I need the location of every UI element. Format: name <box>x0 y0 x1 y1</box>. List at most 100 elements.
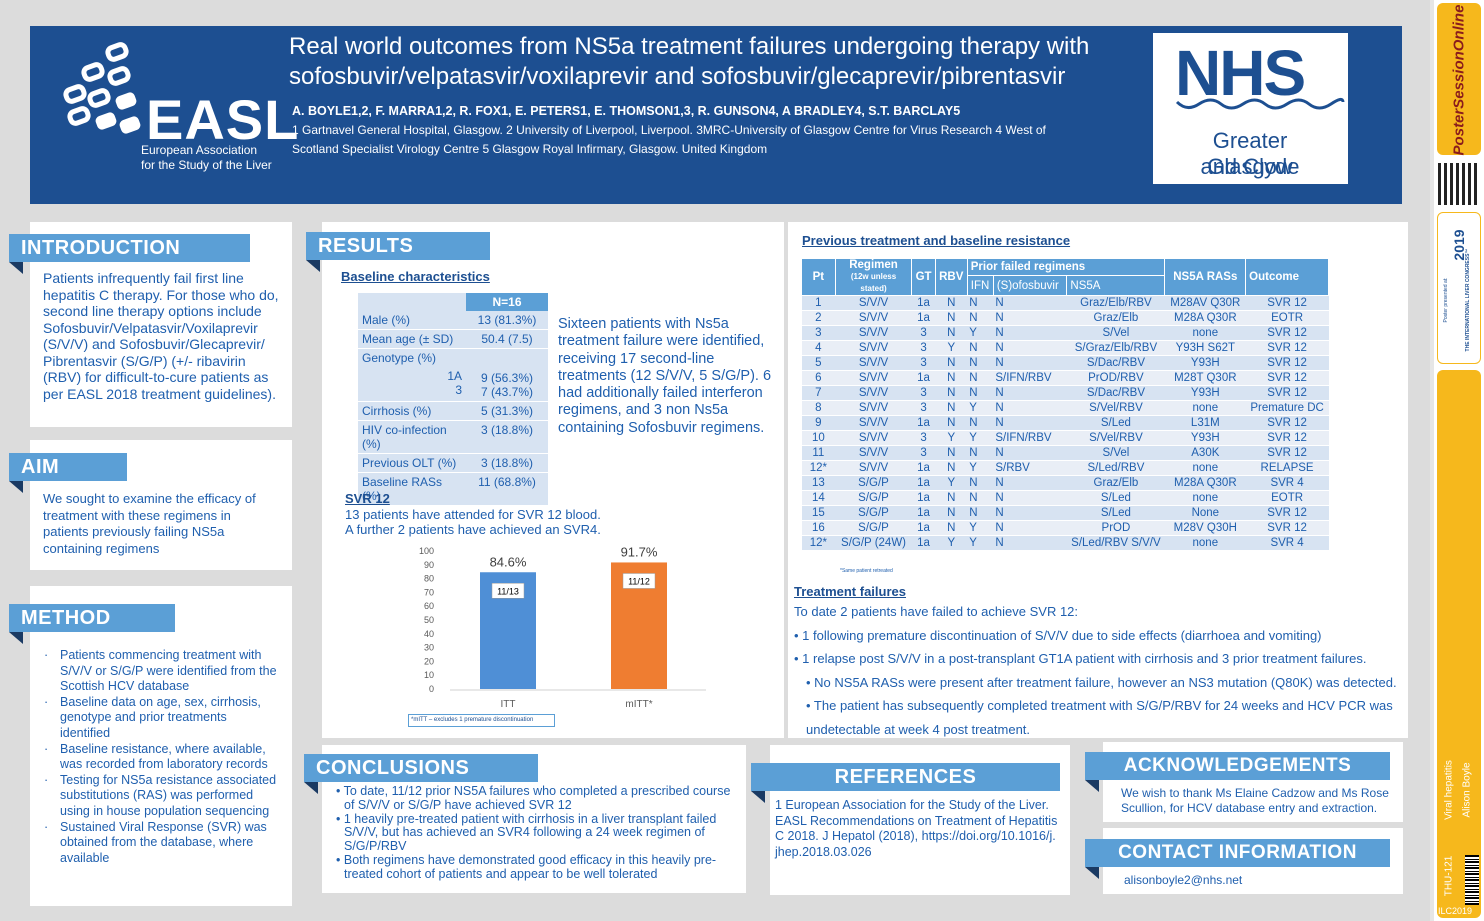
chart-y-axis: 0 10 20 30 40 50 60 70 80 90 100 <box>419 546 706 694</box>
method-item: Baseline data on age, sex, cirrhosis, ge… <box>44 695 280 742</box>
baseline-heading: Baseline characteristics <box>341 269 490 284</box>
cell-outcome: SVR 12 <box>1245 445 1329 461</box>
baseline-genotype-cell: Genotype (%) 1A 3 <box>358 348 466 402</box>
table-row: 2 S/V/V 1a N N N Graz/Elb M28A Q30R EOTR <box>801 310 1329 326</box>
cell-sof: S/IFN/RBV <box>993 370 1067 386</box>
cell-regimen: S/V/V <box>835 370 912 386</box>
y-tick-label: 0 <box>429 684 434 694</box>
cell-sof: N <box>993 295 1067 311</box>
cell-regimen: S/V/V <box>835 325 912 341</box>
table-row: Mean age (± SD) 50.4 (7.5) <box>358 329 548 349</box>
brand-text: PosterSessionOnline <box>1450 4 1468 156</box>
baseline-value: 3 (18.8%) <box>466 453 548 473</box>
cell-sof: N <box>993 475 1067 491</box>
cell-regimen: S/V/V <box>835 340 912 356</box>
svr12-line2: A further 2 patients have achieved an SV… <box>345 522 601 537</box>
ilc-code: ILC2019 <box>1438 906 1473 916</box>
conclusion-item: • To date, 11/12 prior NS5A failures who… <box>336 784 731 812</box>
baseline-header-n: N=16 <box>466 293 548 311</box>
cell-ns5a: Graz/Elb <box>1066 310 1165 326</box>
affiliations-line1: 1 Gartnavel General Hospital, Glasgow. 2… <box>292 123 1046 137</box>
col-gt: GT <box>911 258 936 296</box>
baseline-label: Cirrhosis (%) <box>358 401 466 421</box>
baseline-genotype-sub: 1A <box>447 369 462 383</box>
cell-outcome: SVR 12 <box>1245 385 1329 401</box>
baseline-label: HIV co-infection (%) <box>358 420 466 454</box>
cell-pt: 2 <box>801 310 836 326</box>
cell-ifn: Y <box>967 520 994 536</box>
cell-gt: 1a <box>911 490 936 506</box>
cell-ras: none <box>1164 490 1246 506</box>
cell-sof: N <box>993 385 1067 401</box>
method-item: Baseline resistance, where available, wa… <box>44 742 280 773</box>
congress-year: 2019 <box>1451 229 1467 261</box>
cell-outcome: SVR 4 <box>1245 475 1329 491</box>
cell-pt: 1 <box>801 295 836 311</box>
cell-ras: Y93H <box>1164 385 1246 401</box>
introduction-title: INTRODUCTION <box>9 234 250 262</box>
cell-sof: N <box>993 490 1067 506</box>
acknowledgements-title-fold <box>1085 780 1099 792</box>
y-tick-label: 70 <box>424 587 434 597</box>
cell-pt: 4 <box>801 340 836 356</box>
treatment-failures-heading: Treatment failures <box>794 584 906 599</box>
cell-regimen: S/G/P <box>835 490 912 506</box>
cell-pt: 15 <box>801 505 836 521</box>
authors: A. BOYLE1,2, F. MARRA1,2, R. FOX1, E. PE… <box>292 104 961 118</box>
table-row: 8 S/V/V 3 N Y N S/Vel/RBV none Premature DC <box>801 400 1329 416</box>
cell-ns5a: S/Vel <box>1066 445 1165 461</box>
cell-regimen: S/V/V <box>835 430 912 446</box>
table-row: 12* S/G/P (24W) 1a Y Y N S/Led/RBV S/V/V none SV… <box>801 535 1329 551</box>
cell-sof: N <box>993 310 1067 326</box>
cell-rbv: N <box>935 385 968 401</box>
col-regimen-label: Regimen <box>849 259 898 271</box>
cell-ras: M28A Q30R <box>1164 310 1246 326</box>
qr-code-icon[interactable] <box>1438 163 1480 205</box>
treatment-failures-line: • 1 following premature discontinuation … <box>794 628 1322 643</box>
cell-regimen: S/V/V <box>835 310 912 326</box>
baseline-label: Mean age (± SD) <box>358 329 466 349</box>
cell-rbv: Y <box>935 535 968 551</box>
cell-regimen: S/G/P <box>835 505 912 521</box>
cell-rbv: N <box>935 490 968 506</box>
cell-pt: 13 <box>801 475 836 491</box>
baseline-value: 5 (31.3%) <box>466 401 548 421</box>
table-row: HIV co-infection (%) 3 (18.8%) <box>358 420 548 454</box>
cell-ns5a: S/Led <box>1066 505 1165 521</box>
cell-rbv: N <box>935 325 968 341</box>
easl-subtitle-line1: European Association <box>141 143 258 157</box>
col-sof: (S)ofosbuvir <box>992 275 1068 296</box>
references-title: REFERENCES <box>751 763 1060 791</box>
cell-ifn: N <box>967 415 994 431</box>
cell-sof: N <box>993 505 1067 521</box>
cell-pt: 11 <box>801 445 836 461</box>
cell-gt: 1a <box>911 295 936 311</box>
cell-ifn: Y <box>967 400 994 416</box>
cell-ifn: N <box>967 445 994 461</box>
baseline-value: 13 (81.3%) <box>466 311 548 330</box>
cell-ns5a: S/Vel/RBV <box>1066 400 1165 416</box>
resistance-footnote: *Same patient retreated <box>840 568 893 574</box>
cell-gt: 1a <box>911 460 936 476</box>
congress-name: THE INTERNATIONAL LIVER CONGRESS™ <box>1465 248 1471 352</box>
y-tick-label: 30 <box>424 643 434 653</box>
cell-ras: none <box>1164 460 1246 476</box>
poster-session-sidebar: PosterSessionOnline Poster presented at:… <box>1434 0 1484 921</box>
cell-rbv: N <box>935 445 968 461</box>
chart-bars: 84.6% 11/13 ITT 91.7% 11/12 mITT* <box>480 545 667 710</box>
contact-email[interactable]: alisonboyle2@nhs.net <box>1124 873 1243 887</box>
cell-pt: 10 <box>801 430 836 446</box>
cell-ns5a: Graz/Elb/RBV <box>1066 295 1165 311</box>
cell-gt: 3 <box>911 385 936 401</box>
cell-gt: 1a <box>911 310 936 326</box>
table-row: 10 S/V/V 3 Y Y S/IFN/RBV S/Vel/RBV Y93H SVR 12 <box>801 430 1329 446</box>
cell-ras: L31M <box>1164 415 1246 431</box>
affiliations-line2: Scotland Specialist Virology Centre 5 Gl… <box>292 142 768 156</box>
bar-value-label: 91.7% <box>621 545 658 559</box>
cell-outcome: SVR 12 <box>1245 430 1329 446</box>
cell-regimen: S/V/V <box>835 415 912 431</box>
conclusions-list: • To date, 11/12 prior NS5A failures who… <box>336 784 732 882</box>
cell-gt: 3 <box>911 355 936 371</box>
cell-pt: 14 <box>801 490 836 506</box>
conclusions-title-fold <box>304 782 318 794</box>
